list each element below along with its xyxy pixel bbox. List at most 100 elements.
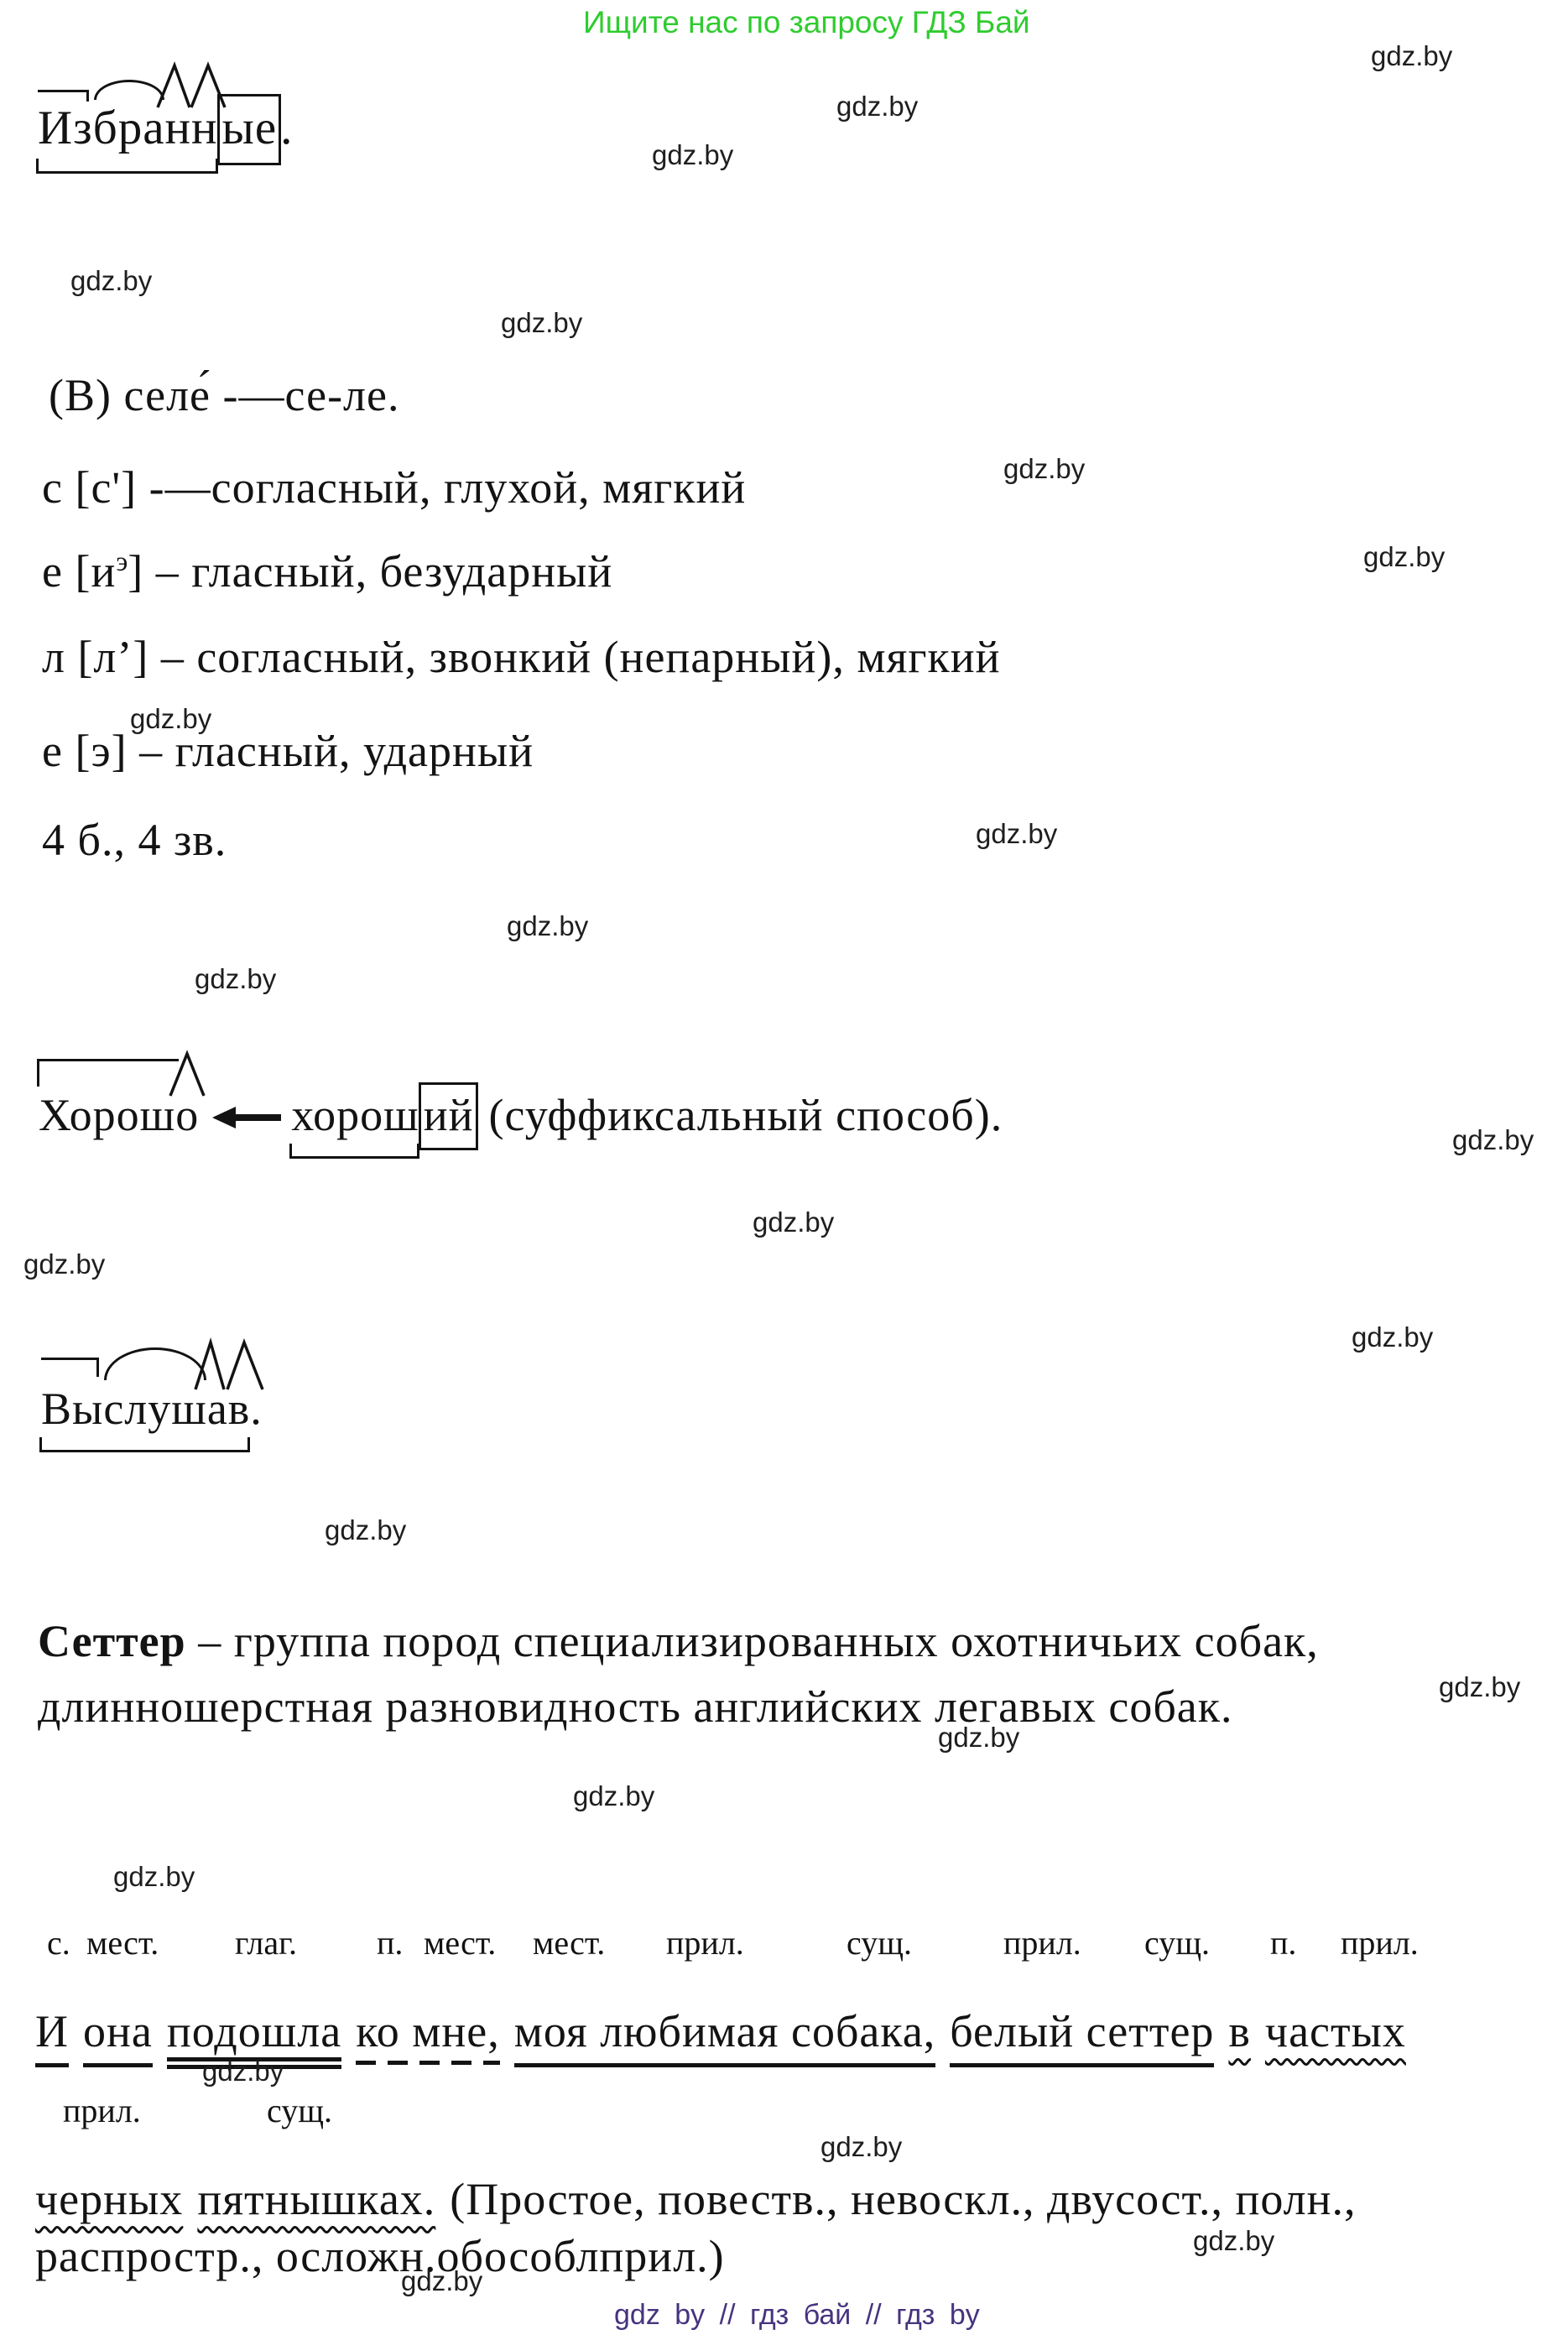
sentence-word-predicate: подошла (166, 2008, 342, 2069)
pos-label: мест. (533, 1924, 606, 1962)
phonetic-text: с [с'] -—согласный, глухой, мягкий (42, 462, 747, 513)
word-stem-bracket: Избра нн (36, 61, 227, 174)
morphology-word-vyslushav: Выслуш ав. (39, 1337, 264, 1453)
double-caret-icon (193, 1337, 264, 1390)
watermark-gdzby: gdz.by (573, 1780, 655, 1811)
double-caret-icon (156, 61, 227, 108)
suffix-letters: нн (164, 102, 218, 154)
phonetic-line-4: е [э] – гласный, ударный (42, 726, 534, 776)
parsed-sentence-line-3: распростр., осложн.обособлприл.) (35, 2231, 725, 2281)
pos-label: с. (47, 1924, 70, 1962)
pos-label: сущ. (847, 1924, 913, 1962)
watermark-gdzby: gdz.by (753, 1207, 835, 1238)
pos-label: прил. (1003, 1924, 1081, 1962)
definition-line-2: длинношерстная разновидность английских … (38, 1681, 1233, 1732)
formation-note: (суффиксальный способ). (488, 1090, 1003, 1140)
phonetic-line-2: е [иэ] – гласный, безударный (42, 546, 613, 597)
suffix-carets: нн (156, 61, 227, 155)
source-stem-bracket: хорош (289, 1090, 419, 1160)
pos-label: прил. (666, 1924, 744, 1962)
suffix-letters: ав (206, 1384, 251, 1434)
suffix-letter: о (175, 1090, 200, 1140)
sentence-word-apposition: белый сеттер (950, 2008, 1215, 2067)
definition-term: Сеттер (38, 1616, 186, 1666)
pos-label: сущ. (1144, 1924, 1211, 1962)
phonetic-text: л [л’] – согласный, звонкий (непарный), … (42, 632, 1001, 682)
promo-banner-text: Ищите нас по запросу ГДЗ Бай (583, 5, 1030, 39)
suffix-carets: ав (193, 1337, 264, 1434)
watermark-gdzby: gdz.by (1363, 541, 1446, 572)
sentence-word-attribute: частых (1264, 2006, 1406, 2056)
watermark-gdzby: gdz.by (1352, 1321, 1434, 1353)
watermark-gdzby: gdz.by (652, 139, 734, 170)
watermark-gdzby: gdz.by (1003, 453, 1086, 484)
sentence-word-attribute: черных (35, 2174, 184, 2224)
root-arc-mark: бра (92, 80, 165, 154)
pos-label: глаг. (235, 1924, 297, 1962)
prefix-mark: Вы (41, 1357, 104, 1434)
pos-label: прил. (63, 2092, 141, 2129)
parsed-sentence-line-2: черных пятнышках. (Простое, повеств., нево… (35, 2175, 1371, 2224)
watermark-gdzby: gdz.by (113, 1861, 195, 1892)
watermark-gdzby: gdz.by (401, 2265, 483, 2296)
watermark-gdzby: gdz.by (938, 1722, 1020, 1753)
watermark-gdzby: gdz.by (70, 265, 153, 296)
word-formation-line: Хорош о хороший (суффиксальный способ). (36, 1050, 1003, 1160)
sentence-word-subject: она (83, 2008, 153, 2067)
watermark-gdzby: gdz.by (836, 91, 919, 122)
definition-line-1: Сеттер – группа пород специализированных… (38, 1616, 1319, 1666)
sentence-word-object: ко мне, (356, 2008, 500, 2065)
pos-label: прил. (1341, 1924, 1419, 1962)
pos-label: мест. (86, 1924, 159, 1962)
watermark-gdzby: gdz.by (325, 1514, 407, 1545)
morph-word: Избра нные. (36, 61, 294, 174)
phonetic-sup: э (116, 547, 128, 577)
pos-labels-row-2: прил. сущ. (0, 2091, 1568, 2133)
phonetic-text: ] – гласный, безударный (128, 546, 613, 597)
phonetic-total: 4 б., 4 зв. (42, 815, 227, 865)
period: . (250, 1384, 263, 1434)
watermark-gdzby: gdz.by (1193, 2225, 1275, 2256)
watermark-gdzby: gdz.by (202, 2056, 284, 2087)
pos-label: мест. (424, 1924, 497, 1962)
pos-label: п. (1270, 1924, 1297, 1962)
watermark-gdzby: gdz.by (195, 963, 277, 994)
watermark-gdzby: gdz.by (1452, 1124, 1534, 1155)
phonetic-text: е [э] – гласный, ударный (42, 726, 534, 776)
morphology-word-izbrannye: Избра нные. (36, 61, 294, 174)
watermark-gdzby: gdz.by (23, 1248, 106, 1280)
phonetic-title: (В) селе́ -—се-ле. (49, 370, 400, 420)
phonetic-line-3: л [л’] – согласный, звонкий (непарный), … (42, 632, 1001, 682)
period: . (280, 102, 294, 154)
sentence-word: И (35, 2008, 69, 2067)
pos-label: сущ. (267, 2092, 333, 2129)
root-arc-mark: слуш (103, 1347, 207, 1434)
source-ending-box: ий (418, 1082, 478, 1151)
phonetic-text: е [и (42, 546, 117, 597)
ending-box: ые (216, 94, 281, 165)
word-stem-bracket: Выслуш ав (39, 1337, 264, 1453)
sentence-characteristic: (Простое, повеств., невоскл., двусост., … (450, 2174, 1357, 2224)
suffix-caret: о (169, 1050, 206, 1140)
sentence-word-attribute: пятнышках. (197, 2174, 436, 2224)
sentence-word-attribute: в (1228, 2006, 1251, 2056)
sentence-word-apposition: моя любимая собака, (513, 2008, 936, 2067)
watermark-gdzby: gdz.by (130, 703, 212, 734)
single-caret-icon (169, 1050, 206, 1097)
watermark-gdzby: gdz.by (820, 2131, 903, 2162)
derived-word: Хорош о (36, 1050, 206, 1140)
stem-top-bracket: Хорош (36, 1058, 180, 1140)
morph-word: Выслуш ав. (39, 1337, 264, 1453)
watermark-gdzby: gdz.by (1439, 1671, 1521, 1702)
watermark-gdzby: gdz.by (976, 818, 1058, 849)
watermark-gdzby: gdz.by (507, 910, 589, 941)
source-word: хороший (289, 1082, 478, 1160)
pos-label: п. (377, 1924, 404, 1962)
footer-site-links: gdz by // гдз бай // гдз by (614, 2299, 980, 2331)
prefix-mark: Из (38, 90, 93, 154)
phonetic-line-1: с [с'] -—согласный, глухой, мягкий (42, 462, 747, 513)
watermark-gdzby: gdz.by (1371, 40, 1453, 71)
definition-text: – группа пород специализированных охотни… (185, 1616, 1319, 1666)
